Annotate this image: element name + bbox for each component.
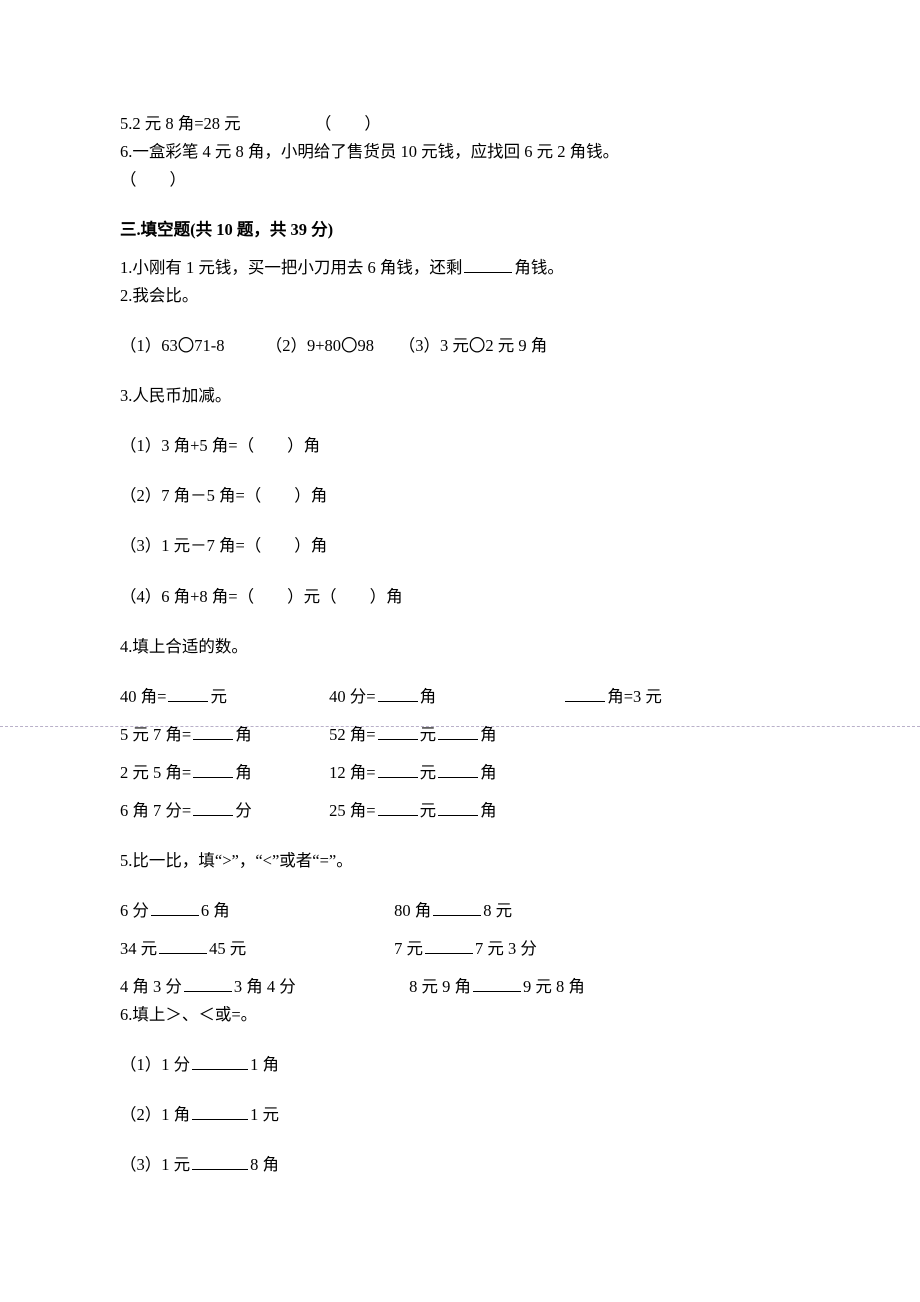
blank[interactable] [438,760,478,778]
s3-q5-label: 5.比一比，填“>”，“<”或者“=”。 [120,847,800,875]
blank[interactable] [168,684,208,702]
s3-q5-r1: 6 分 6 角 80 角 8 元 [120,897,800,925]
text: 角 [480,801,497,820]
sec2-q6-line2: （ ） [120,166,800,194]
text: 8 元 [483,901,512,920]
s3-q6-label: 6.填上＞、＜或=。 [120,1001,800,1029]
blank[interactable] [193,760,233,778]
s3-q6-3: （3）1 元 8 角 [120,1151,800,1179]
blank[interactable] [184,974,232,992]
sec2-q5: 5.2 元 8 角=28 元 （ ） [120,110,800,138]
s3-q2-row: （1）63〇71-8 （2）9+80〇98 （3）3 元〇2 元 9 角 [120,332,800,360]
s3-q1-post: 角钱。 [514,258,564,277]
text: 角 [235,725,252,744]
text: 6 分 [120,901,149,920]
sec2-q6-line1: 6.一盒彩笔 4 元 8 角，小明给了售货员 10 元钱，应找回 6 元 2 角… [120,138,800,166]
text: 4 角 3 分 [120,977,182,996]
s3-q5-r3: 4 角 3 分 3 角 4 分 8 元 9 角 9 元 8 角 [120,973,800,1001]
text: 6 角 7 分= [120,801,191,820]
s3-q3-2: （2）7 角－5 角=（ ）角 [120,482,800,510]
text: 元 [420,801,437,820]
page: 5.2 元 8 角=28 元 （ ） 6.一盒彩笔 4 元 8 角，小明给了售货… [0,0,920,1302]
s3-q2-label: 2.我会比。 [120,282,800,310]
blank[interactable] [193,722,233,740]
text: 7 元 3 分 [475,939,537,958]
text: 角 [480,763,497,782]
text: 40 角= [120,687,166,706]
s3-q4-r4: 6 角 7 分= 分 25 角= 元 角 [120,797,800,825]
blank[interactable] [565,684,605,702]
blank[interactable] [464,256,512,274]
content: 5.2 元 8 角=28 元 （ ） 6.一盒彩笔 4 元 8 角，小明给了售货… [120,110,800,1179]
text: 40 分= [329,687,375,706]
text: 角=3 元 [607,687,662,706]
text: 元 [210,687,227,706]
text: 分 [235,801,252,820]
blank[interactable] [378,798,418,816]
blank[interactable] [473,974,521,992]
s3-q1-pre: 1.小刚有 1 元钱，买一把小刀用去 6 角钱，还剩 [120,258,462,277]
s3-q5-r2: 34 元 45 元 7 元 7 元 3 分 [120,935,800,963]
s3-q4-r1: 40 角= 元 40 分= 角 角=3 元 [120,683,800,711]
s3-q4-label: 4.填上合适的数。 [120,633,800,661]
text: 角 [420,687,437,706]
text: 52 角= [329,725,375,744]
text: 元 [420,725,437,744]
text: 45 元 [209,939,246,958]
blank[interactable] [378,722,418,740]
s3-q6-1: （1）1 分 1 角 [120,1051,800,1079]
s3-q3-label: 3.人民币加减。 [120,382,800,410]
text: （3）1 元 [120,1155,190,1174]
text: （1）1 分 [120,1055,190,1074]
text: 34 元 [120,939,157,958]
text: 角 [480,725,497,744]
section3-title: 三.填空题(共 10 题，共 39 分) [120,216,800,244]
blank[interactable] [192,1153,248,1171]
blank[interactable] [438,722,478,740]
text: 80 角 [394,901,431,920]
s3-q4-r2: 5 元 7 角= 角 52 角= 元 角 [120,721,800,749]
s3-q1: 1.小刚有 1 元钱，买一把小刀用去 6 角钱，还剩 角钱。 [120,254,800,282]
s3-q3-3: （3）1 元－7 角=（ ）角 [120,532,800,560]
text: 5 元 7 角= [120,725,191,744]
text: 7 元 [394,939,423,958]
text: 8 角 [250,1155,279,1174]
s3-q3-1: （1）3 角+5 角=（ ）角 [120,432,800,460]
s3-q3-4: （4）6 角+8 角=（ ）元（ ）角 [120,583,800,611]
blank[interactable] [378,684,418,702]
s3-q4-r3: 2 元 5 角= 角 12 角= 元 角 [120,759,800,787]
text: 25 角= [329,801,375,820]
blank[interactable] [378,760,418,778]
text: 1 元 [250,1105,279,1124]
text: （2）1 角 [120,1105,190,1124]
s3-q6-2: （2）1 角 1 元 [120,1101,800,1129]
blank[interactable] [438,798,478,816]
blank[interactable] [151,898,199,916]
blank[interactable] [192,1053,248,1071]
blank[interactable] [159,936,207,954]
text: 12 角= [329,763,375,782]
text: 角 [235,763,252,782]
blank[interactable] [425,936,473,954]
text: 8 元 9 角 [409,977,471,996]
text: 1 角 [250,1055,279,1074]
text: 3 角 4 分 [234,977,296,996]
blank[interactable] [192,1103,248,1121]
text: 9 元 8 角 [523,977,585,996]
text: 6 角 [201,901,230,920]
blank[interactable] [193,798,233,816]
text: 2 元 5 角= [120,763,191,782]
text: 元 [420,763,437,782]
blank[interactable] [433,898,481,916]
